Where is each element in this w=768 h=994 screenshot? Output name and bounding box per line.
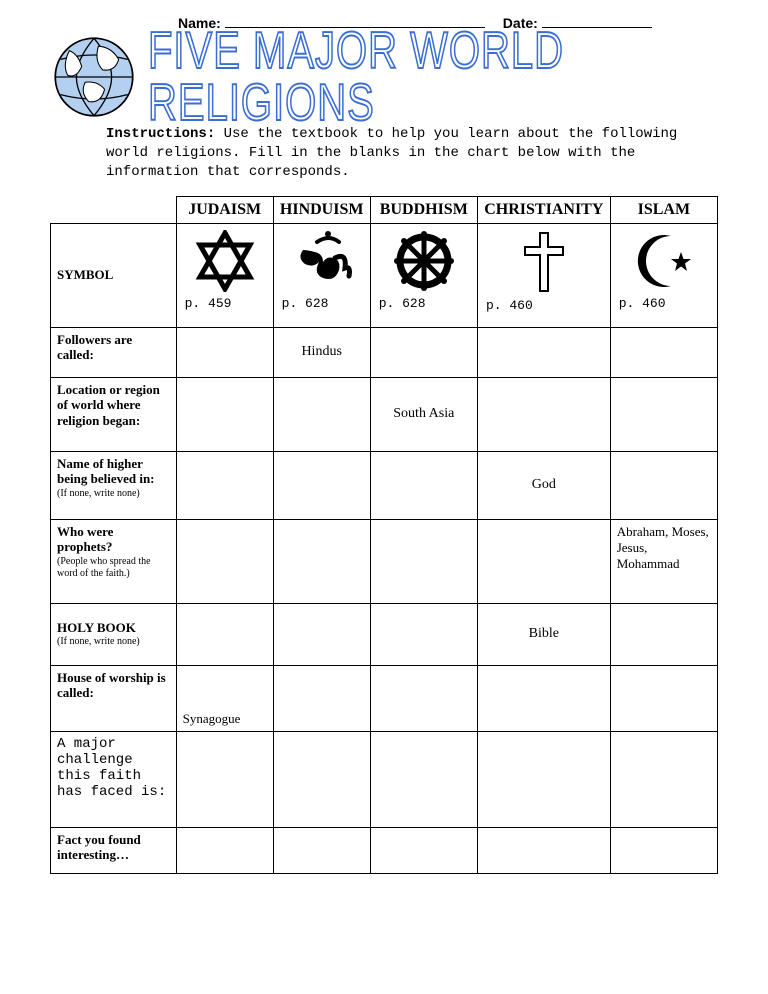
cell-challenge-2[interactable] (370, 731, 477, 827)
row-holybook-sub: (If none, write none) (57, 636, 170, 648)
empty-header (51, 196, 177, 223)
cell-higher-1[interactable] (273, 451, 370, 519)
cell-higher-4[interactable] (610, 451, 717, 519)
cell-holybook-0[interactable] (176, 603, 273, 665)
religions-table: JUDAISM HINDUISM BUDDHISM CHRISTIANITY I… (50, 196, 718, 874)
instructions: Instructions: Use the textbook to help y… (106, 125, 718, 182)
col-christianity: CHRISTIANITY (477, 196, 610, 223)
page-title: FIVE MAJOR WORLD RELIGIONS (148, 25, 718, 129)
row-symbol: SYMBOL p. 459 p. 628 (51, 223, 718, 327)
cell-followers-1[interactable]: Hindus (273, 327, 370, 377)
cell-house-4[interactable] (610, 665, 717, 731)
cell-holybook-3[interactable]: Bible (477, 603, 610, 665)
cell-location-0[interactable] (176, 377, 273, 451)
cell-prophets-2[interactable] (370, 519, 477, 603)
row-higher-main: Name of higher being believed in: (57, 456, 155, 487)
dharma-wheel-icon (389, 230, 459, 292)
row-higher-sub: (If none, write none) (57, 488, 170, 500)
col-buddhism: BUDDHISM (370, 196, 477, 223)
cell-higher-3[interactable]: God (477, 451, 610, 519)
row-location-label: Location or region of world where religi… (51, 377, 177, 451)
cell-higher-2[interactable] (370, 451, 477, 519)
page-ref-islam: p. 460 (619, 296, 709, 311)
cell-followers-0[interactable] (176, 327, 273, 377)
row-followers: Followers are called: Hindus (51, 327, 718, 377)
row-house-label: House of worship is called: (51, 665, 177, 731)
cell-prophets-0[interactable] (176, 519, 273, 603)
cell-followers-4[interactable] (610, 327, 717, 377)
page-ref-hinduism: p. 628 (282, 296, 362, 311)
cell-challenge-1[interactable] (273, 731, 370, 827)
page-ref-christianity: p. 460 (486, 298, 602, 313)
row-prophets-main: Who were prophets? (57, 524, 113, 555)
row-prophets-label: Who were prophets?(People who spread the… (51, 519, 177, 603)
cell-symbol-christianity: p. 460 (477, 223, 610, 327)
star-of-david-icon (195, 230, 255, 292)
row-prophets-sub: (People who spread the word of the faith… (57, 556, 170, 580)
cell-higher-0[interactable] (176, 451, 273, 519)
cell-symbol-judaism: p. 459 (176, 223, 273, 327)
cell-prophets-1[interactable] (273, 519, 370, 603)
page-ref-buddhism: p. 628 (379, 296, 469, 311)
cell-fact-2[interactable] (370, 827, 477, 873)
row-location: Location or region of world where religi… (51, 377, 718, 451)
row-house: House of worship is called: Synagogue (51, 665, 718, 731)
row-fact-label: Fact you found interesting… (51, 827, 177, 873)
row-challenge: A major challenge this faith has faced i… (51, 731, 718, 827)
cell-location-2[interactable]: South Asia (370, 377, 477, 451)
row-holybook-label: HOLY BOOK(If none, write none) (51, 603, 177, 665)
cell-fact-3[interactable] (477, 827, 610, 873)
row-holybook: HOLY BOOK(If none, write none) Bible (51, 603, 718, 665)
cell-challenge-3[interactable] (477, 731, 610, 827)
col-islam: ISLAM (610, 196, 717, 223)
cell-followers-2[interactable] (370, 327, 477, 377)
row-prophets: Who were prophets?(People who spread the… (51, 519, 718, 603)
cell-fact-4[interactable] (610, 827, 717, 873)
row-holybook-main: HOLY BOOK (57, 620, 136, 635)
row-followers-label: Followers are called: (51, 327, 177, 377)
globe-icon (50, 33, 138, 121)
cell-prophets-3[interactable] (477, 519, 610, 603)
cell-holybook-1[interactable] (273, 603, 370, 665)
row-challenge-label: A major challenge this faith has faced i… (51, 731, 177, 827)
cell-location-3[interactable] (477, 377, 610, 451)
cell-challenge-0[interactable] (176, 731, 273, 827)
cell-followers-3[interactable] (477, 327, 610, 377)
cell-symbol-islam: p. 460 (610, 223, 717, 327)
row-fact: Fact you found interesting… (51, 827, 718, 873)
row-higher-label: Name of higher being believed in:(If non… (51, 451, 177, 519)
cell-fact-0[interactable] (176, 827, 273, 873)
row-symbol-label: SYMBOL (51, 223, 177, 327)
cell-holybook-4[interactable] (610, 603, 717, 665)
cell-house-3[interactable] (477, 665, 610, 731)
cell-challenge-4[interactable] (610, 731, 717, 827)
col-hinduism: HINDUISM (273, 196, 370, 223)
page-ref-judaism: p. 459 (185, 296, 265, 311)
crescent-star-icon (631, 230, 697, 292)
cell-house-1[interactable] (273, 665, 370, 731)
header-row: JUDAISM HINDUISM BUDDHISM CHRISTIANITY I… (51, 196, 718, 223)
om-icon (289, 230, 355, 292)
cell-location-4[interactable] (610, 377, 717, 451)
cell-symbol-buddhism: p. 628 (370, 223, 477, 327)
row-higher: Name of higher being believed in:(If non… (51, 451, 718, 519)
title-wrap: FIVE MAJOR WORLD RELIGIONS (50, 33, 718, 121)
cell-symbol-hinduism: p. 628 (273, 223, 370, 327)
cell-fact-1[interactable] (273, 827, 370, 873)
cell-prophets-4[interactable]: Abraham, Moses, Jesus, Mohammad (610, 519, 717, 603)
col-judaism: JUDAISM (176, 196, 273, 223)
cell-holybook-2[interactable] (370, 603, 477, 665)
cell-house-0[interactable]: Synagogue (176, 665, 273, 731)
cell-location-1[interactable] (273, 377, 370, 451)
cell-house-2[interactable] (370, 665, 477, 731)
cross-icon (522, 230, 566, 294)
